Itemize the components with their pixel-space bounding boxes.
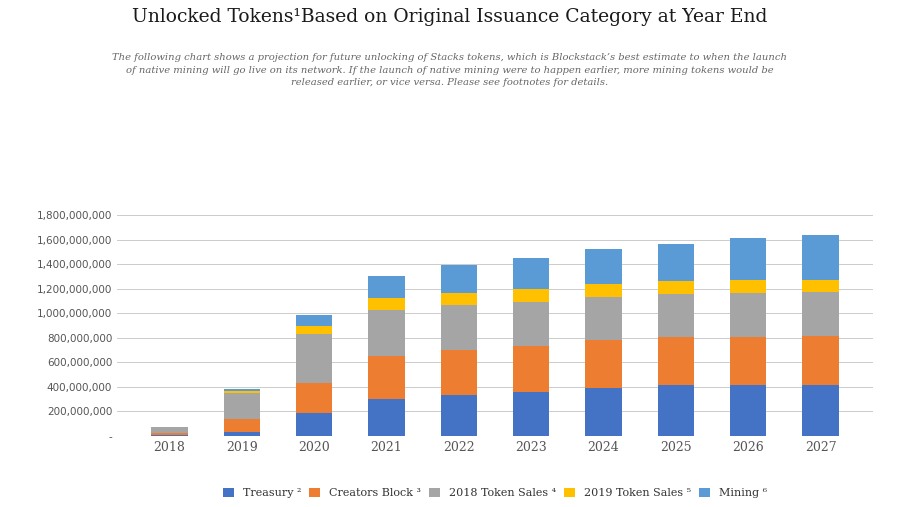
Bar bbox=[224, 389, 260, 390]
Bar bbox=[368, 399, 405, 436]
Text: Unlocked Tokens¹Based on Original Issuance Category at Year End: Unlocked Tokens¹Based on Original Issuan… bbox=[132, 8, 768, 26]
Bar bbox=[513, 346, 549, 392]
Text: The following chart shows a projection for future unlocking of Stacks tokens, wh: The following chart shows a projection f… bbox=[112, 53, 788, 87]
Bar bbox=[368, 310, 405, 355]
Bar bbox=[513, 392, 549, 436]
Bar bbox=[224, 390, 260, 393]
Bar bbox=[513, 289, 549, 302]
Bar bbox=[803, 235, 839, 279]
Bar bbox=[730, 238, 766, 280]
Bar bbox=[296, 334, 332, 383]
Bar bbox=[441, 350, 477, 395]
Bar bbox=[151, 435, 187, 436]
Bar bbox=[224, 432, 260, 436]
Bar bbox=[296, 314, 332, 326]
Bar bbox=[658, 294, 694, 337]
Bar bbox=[441, 395, 477, 436]
Bar bbox=[803, 293, 839, 336]
Bar bbox=[296, 383, 332, 413]
Bar bbox=[803, 279, 839, 293]
Bar bbox=[368, 276, 405, 298]
Bar bbox=[803, 336, 839, 385]
Bar bbox=[730, 385, 766, 436]
Bar bbox=[658, 385, 694, 436]
Bar bbox=[296, 413, 332, 436]
Bar bbox=[441, 265, 477, 293]
Bar bbox=[296, 326, 332, 334]
Bar bbox=[585, 249, 622, 284]
Bar bbox=[368, 355, 405, 399]
Bar bbox=[658, 244, 694, 281]
Bar bbox=[441, 293, 477, 305]
Bar bbox=[513, 258, 549, 289]
Bar bbox=[513, 302, 549, 346]
Bar bbox=[658, 337, 694, 385]
Bar bbox=[658, 281, 694, 294]
Bar bbox=[441, 305, 477, 350]
Bar bbox=[585, 340, 622, 387]
Bar bbox=[585, 284, 622, 297]
Bar bbox=[803, 385, 839, 436]
Bar bbox=[368, 298, 405, 310]
Bar bbox=[730, 337, 766, 385]
Bar bbox=[585, 387, 622, 436]
Bar bbox=[151, 433, 187, 435]
Legend: Treasury ², Creators Block ³, 2018 Token Sales ⁴, 2019 Token Sales ⁵, Mining ⁶: Treasury ², Creators Block ³, 2018 Token… bbox=[219, 484, 771, 503]
Bar bbox=[730, 280, 766, 293]
Bar bbox=[585, 297, 622, 340]
Bar bbox=[730, 293, 766, 337]
Bar bbox=[224, 393, 260, 419]
Bar bbox=[224, 419, 260, 432]
Bar bbox=[151, 427, 187, 433]
